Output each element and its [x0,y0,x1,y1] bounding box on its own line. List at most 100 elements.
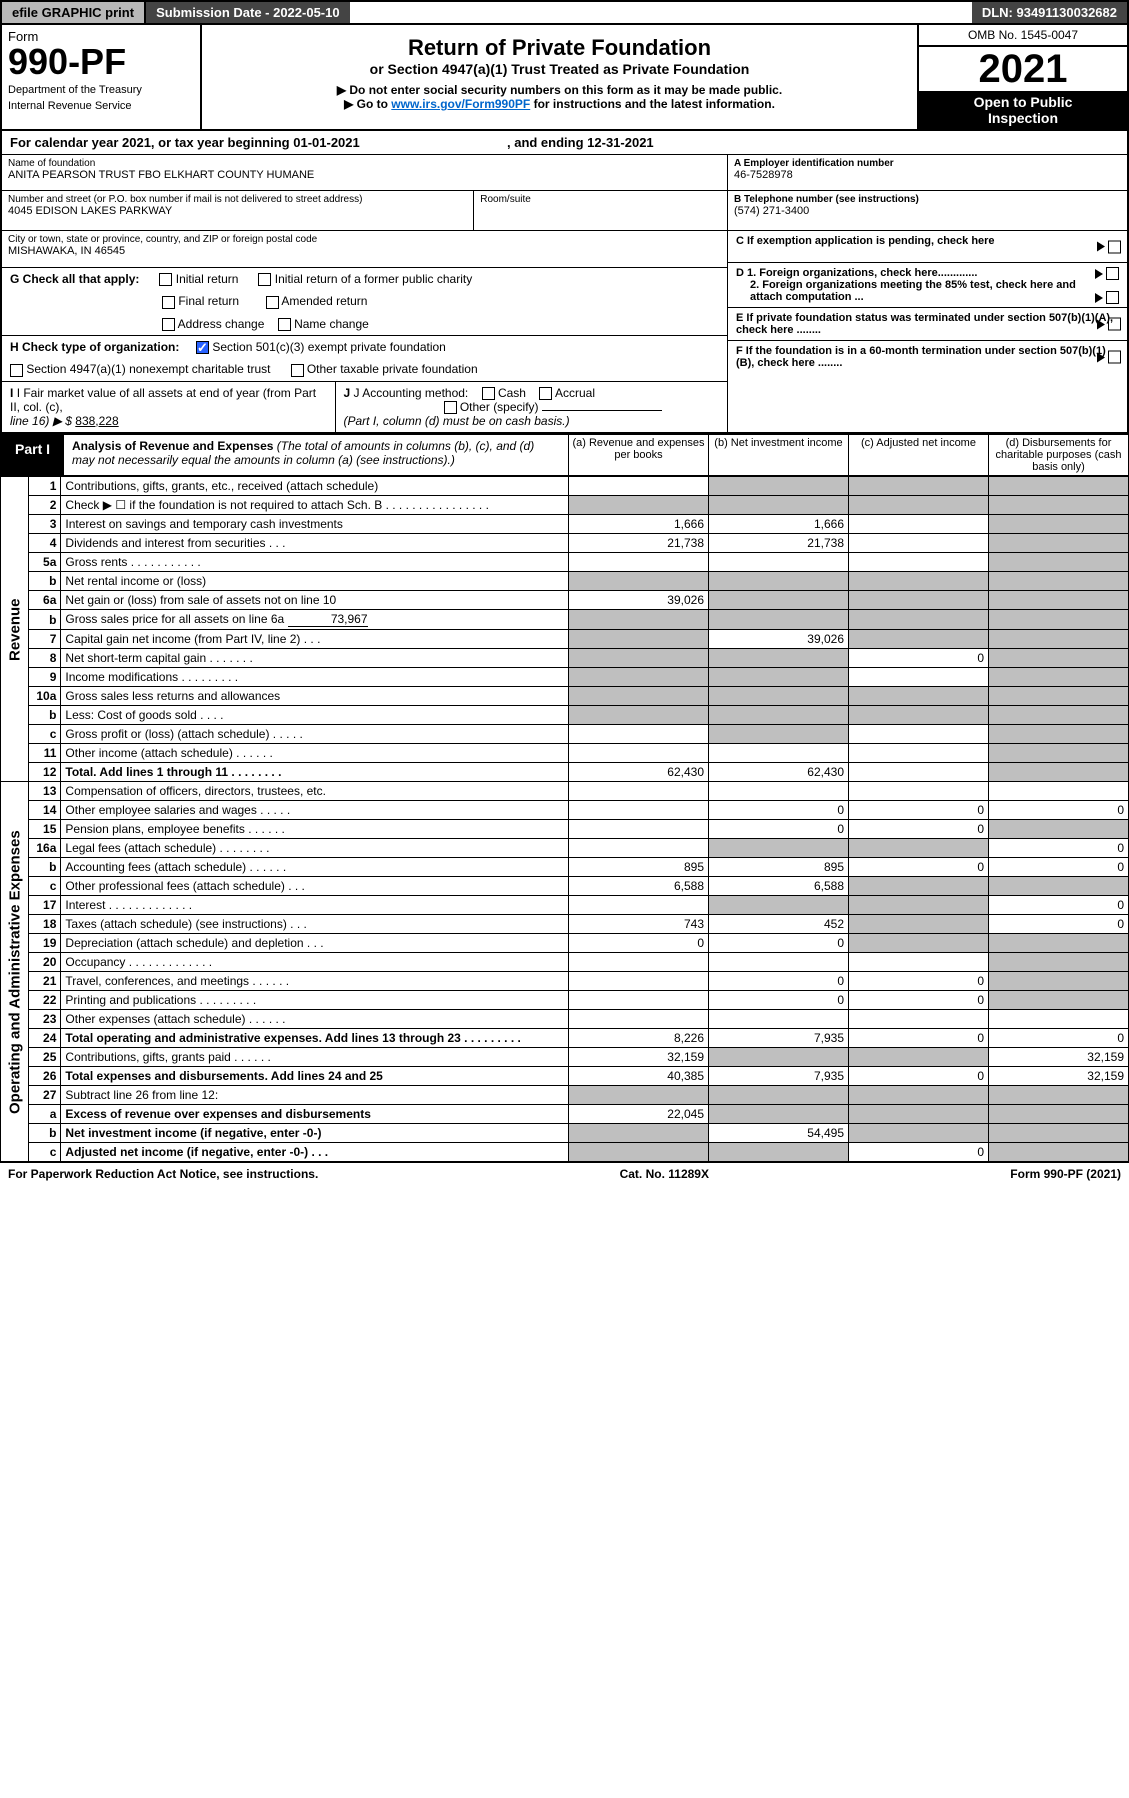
line-number: 21 [29,972,61,991]
cell-c [849,572,989,591]
cell-b: 21,738 [709,534,849,553]
line-number: 1 [29,477,61,496]
line-number: 10a [29,687,61,706]
cell-a [569,496,709,515]
table-row: Revenue1Contributions, gifts, grants, et… [1,477,1129,496]
phone-value: (574) 271-3400 [734,205,1121,217]
checkbox-address-change[interactable] [162,318,175,331]
line-number: 7 [29,630,61,649]
checkbox-initial-return-former[interactable] [258,273,271,286]
table-row: 3Interest on savings and temporary cash … [1,515,1129,534]
cell-a: 6,588 [569,877,709,896]
cell-d [989,477,1129,496]
cell-c [849,896,989,915]
cell-d [989,591,1129,610]
line-number: 27 [29,1086,61,1105]
line-description: Subtract line 26 from line 12: [61,1086,569,1105]
cell-c [849,515,989,534]
checkbox-4947a1[interactable] [10,364,23,377]
no-ssn-note: ▶ Do not enter social security numbers o… [208,83,911,97]
arrow-icon [1095,293,1103,303]
cell-b: 1,666 [709,515,849,534]
cell-b [709,1086,849,1105]
table-row: bLess: Cost of goods sold . . . . [1,706,1129,725]
cell-d [989,725,1129,744]
calendar-year-row: For calendar year 2021, or tax year begi… [0,131,1129,155]
cell-d [989,953,1129,972]
line-description: Gross sales less returns and allowances [61,687,569,706]
cell-c [849,591,989,610]
checkbox-other-method[interactable] [444,401,457,414]
ein-value: 46-7528978 [734,169,1121,181]
checkbox-other-taxable[interactable] [291,364,304,377]
checkbox-d1[interactable] [1106,267,1119,280]
e-label: E If private foundation status was termi… [736,312,1113,336]
top-bar: efile GRAPHIC print Submission Date - 20… [0,0,1129,25]
cell-c: 0 [849,801,989,820]
line-number: b [29,610,61,630]
cell-a [569,744,709,763]
form-subtitle: or Section 4947(a)(1) Trust Treated as P… [208,61,911,77]
line-description: Dividends and interest from securities .… [61,534,569,553]
line-number: 20 [29,953,61,972]
cell-c [849,687,989,706]
line-number: c [29,725,61,744]
checkbox-c[interactable] [1108,240,1121,253]
cell-b: 62,430 [709,763,849,782]
checkbox-amended-return[interactable] [266,296,279,309]
omb-number: OMB No. 1545-0047 [919,25,1127,47]
checkbox-d2[interactable] [1106,291,1119,304]
checkbox-accrual[interactable] [539,387,552,400]
checkbox-501c3[interactable] [196,341,209,354]
fmv-value: 838,228 [75,414,118,428]
checkbox-f[interactable] [1108,351,1121,364]
table-row: 18Taxes (attach schedule) (see instructi… [1,915,1129,934]
table-row: bAccounting fees (attach schedule) . . .… [1,858,1129,877]
cell-c [849,1010,989,1029]
c-label: C If exemption application is pending, c… [736,235,995,247]
checkbox-final-return[interactable] [162,296,175,309]
line-description: Other employee salaries and wages . . . … [61,801,569,820]
cell-d: 0 [989,839,1129,858]
line-description: Net rental income or (loss) [61,572,569,591]
cell-b [709,610,849,630]
table-row: 23Other expenses (attach schedule) . . .… [1,1010,1129,1029]
cell-b: 0 [709,972,849,991]
cell-d [989,1086,1129,1105]
cell-a [569,896,709,915]
line-number: b [29,572,61,591]
cell-d [989,572,1129,591]
line-description: Excess of revenue over expenses and disb… [61,1105,569,1124]
table-row: aExcess of revenue over expenses and dis… [1,1105,1129,1124]
efile-print-button[interactable]: efile GRAPHIC print [2,2,146,23]
cell-c: 0 [849,1067,989,1086]
cell-b [709,591,849,610]
line-number: 3 [29,515,61,534]
cell-a [569,1143,709,1162]
cell-a [569,553,709,572]
line-description: Pension plans, employee benefits . . . .… [61,820,569,839]
checkbox-name-change[interactable] [278,318,291,331]
checkbox-initial-return[interactable] [159,273,172,286]
cell-c [849,915,989,934]
checkbox-e[interactable] [1108,318,1121,331]
cell-a [569,610,709,630]
cell-b: 7,935 [709,1029,849,1048]
irs-link[interactable]: www.irs.gov/Form990PF [391,97,530,111]
line-number: 17 [29,896,61,915]
revenue-side-label: Revenue [1,477,29,782]
col-d-header: (d) Disbursements for charitable purpose… [988,435,1128,475]
checkbox-cash[interactable] [482,387,495,400]
city-value: MISHAWAKA, IN 46545 [8,245,721,257]
line-number: 15 [29,820,61,839]
cell-b: 0 [709,991,849,1010]
a-label: A Employer identification number [734,158,894,169]
cell-d [989,991,1129,1010]
table-row: 8Net short-term capital gain . . . . . .… [1,649,1129,668]
table-row: bGross sales price for all assets on lin… [1,610,1129,630]
address-value: 4045 EDISON LAKES PARKWAY [8,205,721,217]
table-row: 21Travel, conferences, and meetings . . … [1,972,1129,991]
entity-info: Name of foundation ANITA PEARSON TRUST F… [0,155,1129,434]
line-number: b [29,1124,61,1143]
dept-irs: Internal Revenue Service [8,100,194,112]
